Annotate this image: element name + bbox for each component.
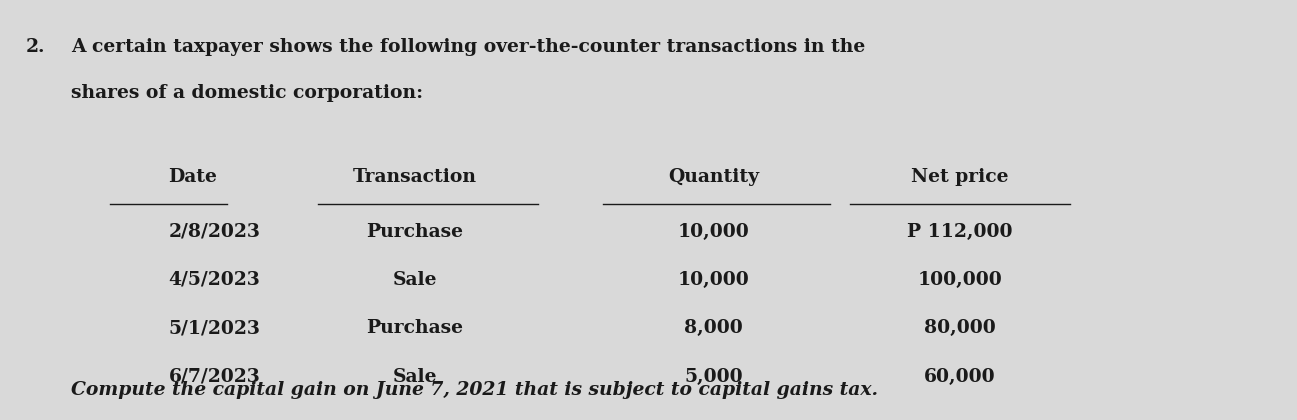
Text: A certain taxpayer shows the following over-the-counter transactions in the: A certain taxpayer shows the following o… bbox=[71, 38, 865, 56]
Text: 60,000: 60,000 bbox=[923, 368, 996, 386]
Text: 6/7/2023: 6/7/2023 bbox=[169, 368, 261, 386]
Text: 2.: 2. bbox=[26, 38, 45, 56]
Text: 5,000: 5,000 bbox=[684, 368, 743, 386]
Text: Quantity: Quantity bbox=[668, 168, 759, 186]
Text: 100,000: 100,000 bbox=[917, 271, 1003, 289]
Text: 8,000: 8,000 bbox=[684, 319, 743, 337]
Text: P 112,000: P 112,000 bbox=[907, 223, 1013, 241]
Text: 10,000: 10,000 bbox=[677, 223, 750, 241]
Text: Transaction: Transaction bbox=[353, 168, 477, 186]
Text: shares of a domestic corporation:: shares of a domestic corporation: bbox=[71, 84, 423, 102]
Text: 10,000: 10,000 bbox=[677, 271, 750, 289]
Text: Net price: Net price bbox=[910, 168, 1009, 186]
Text: 5/1/2023: 5/1/2023 bbox=[169, 319, 261, 337]
Text: Compute the capital gain on June 7, 2021 that is subject to capital gains tax.: Compute the capital gain on June 7, 2021… bbox=[71, 381, 878, 399]
Text: Purchase: Purchase bbox=[367, 319, 463, 337]
Text: Date: Date bbox=[169, 168, 218, 186]
Text: 2/8/2023: 2/8/2023 bbox=[169, 223, 261, 241]
Text: Purchase: Purchase bbox=[367, 223, 463, 241]
Text: Sale: Sale bbox=[393, 368, 437, 386]
Text: 4/5/2023: 4/5/2023 bbox=[169, 271, 261, 289]
Text: 80,000: 80,000 bbox=[923, 319, 996, 337]
Text: Sale: Sale bbox=[393, 271, 437, 289]
